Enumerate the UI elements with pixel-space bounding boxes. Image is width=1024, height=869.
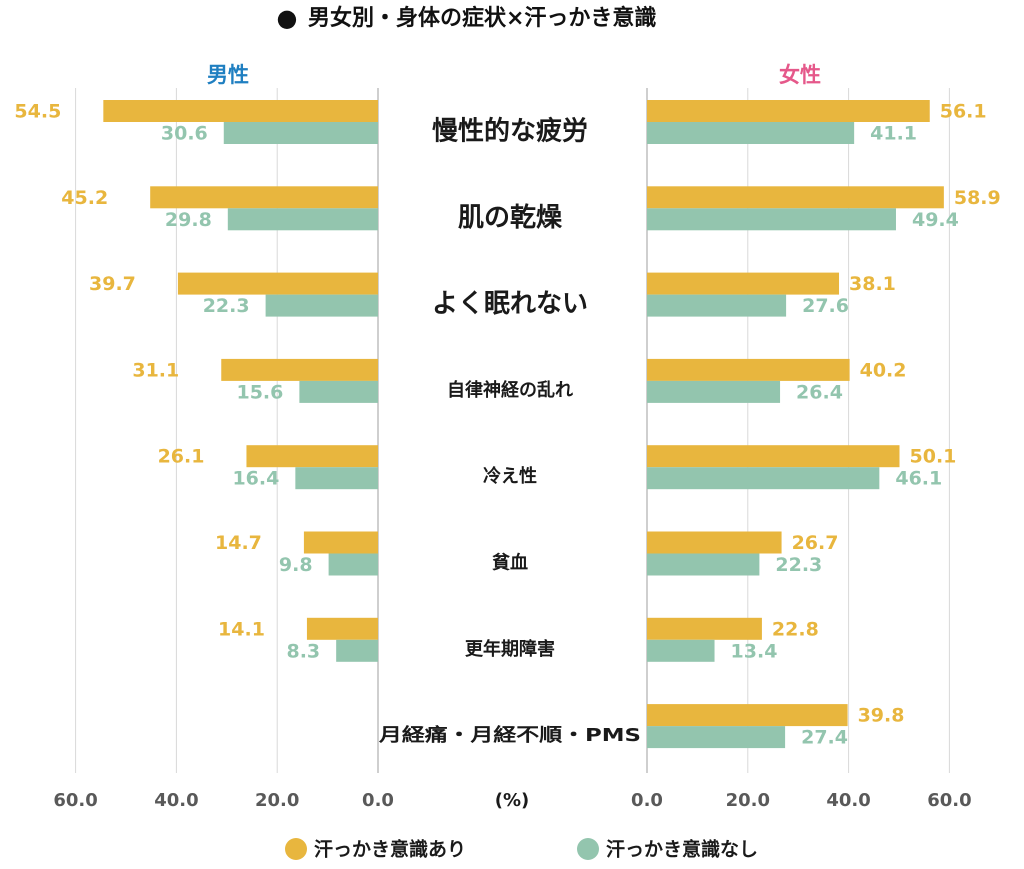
legend-swatch: [577, 838, 599, 860]
male-bar-not-aware: [227, 208, 378, 231]
male-bar-aware: [177, 272, 378, 295]
female-value-label: 27.4: [801, 727, 848, 749]
category-label: 貧血: [492, 552, 528, 574]
male-value-label: 30.6: [161, 123, 208, 145]
female-bar-not-aware: [647, 122, 855, 144]
male-tick-label: 0.0: [362, 790, 394, 811]
male-value-label: 45.2: [61, 187, 108, 209]
category-label: 月経痛・月経不順・PMS: [378, 724, 641, 746]
female-bar-not-aware: [647, 380, 781, 403]
male-bar-aware: [246, 445, 378, 468]
female-bar-aware: [647, 100, 930, 122]
female-bar-aware: [647, 704, 848, 727]
unit-label: (%): [495, 790, 530, 811]
male-value-label: 26.1: [158, 446, 205, 468]
category-label: 冷え性: [483, 465, 537, 487]
female-value-label: 50.1: [910, 446, 957, 468]
female-value-label: 40.2: [860, 359, 907, 381]
female-value-label: 49.4: [912, 209, 959, 231]
legend-entry-label: 汗っかき意識なし: [606, 838, 758, 861]
male-value-label: 16.4: [232, 468, 279, 490]
female-bar-not-aware: [647, 208, 896, 231]
female-panel-label: 女性: [779, 63, 821, 87]
female-bar-not-aware: [647, 639, 715, 662]
female-bar-not-aware: [647, 294, 787, 317]
chart-title-marker: ●: [277, 4, 298, 32]
female-value-label: 22.8: [772, 618, 819, 640]
male-panel-label: 男性: [207, 63, 249, 87]
male-bar-aware: [103, 100, 378, 122]
category-label: 慢性的な疲労: [432, 116, 588, 147]
female-bar-not-aware: [647, 553, 760, 576]
male-value-label: 22.3: [203, 295, 250, 317]
male-bar-not-aware: [336, 639, 378, 662]
category-label: 自律神経の乱れ: [447, 379, 573, 401]
female-value-label: 26.4: [796, 381, 843, 403]
male-bar-aware: [303, 531, 378, 554]
male-bar-not-aware: [265, 294, 378, 317]
female-tick-label: 60.0: [927, 790, 971, 811]
female-value-label: 58.9: [954, 187, 1001, 209]
female-bar-aware: [647, 445, 900, 468]
male-bar-not-aware: [299, 380, 378, 403]
female-bar-aware: [647, 186, 944, 209]
female-bar-not-aware: [647, 726, 786, 749]
female-bar-aware: [647, 617, 762, 640]
chart-title: 男女別・身体の症状×汗っかき意識: [308, 5, 656, 31]
male-value-label: 31.1: [132, 359, 179, 381]
female-value-label: 26.7: [792, 532, 839, 554]
female-bar-not-aware: [647, 467, 880, 490]
male-bar-aware: [150, 186, 378, 209]
male-tick-label: 60.0: [53, 790, 97, 811]
category-label: 肌の乾燥: [458, 203, 563, 233]
male-bar-aware: [306, 617, 378, 640]
male-bar-not-aware: [328, 553, 378, 576]
male-value-label: 15.6: [236, 381, 283, 403]
male-tick-label: 20.0: [255, 790, 299, 811]
female-value-label: 39.8: [858, 705, 905, 727]
female-value-label: 56.1: [940, 101, 987, 123]
legend-swatch: [285, 838, 307, 860]
female-value-label: 27.6: [802, 295, 849, 317]
text-layer: ● 男女別・身体の症状×汗っかき意識 (%) 60.0 40.0 20.0 0.0 男性…: [14, 4, 1000, 861]
female-bar-aware: [647, 531, 782, 554]
male-bar-not-aware: [295, 467, 378, 490]
female-tick-label: 40.0: [826, 790, 870, 811]
female-value-label: 38.1: [849, 273, 896, 295]
male-value-label: 14.1: [218, 618, 265, 640]
female-tick-label: 0.0: [631, 790, 663, 811]
female-bar-aware: [647, 358, 850, 381]
female-value-label: 13.4: [731, 640, 778, 662]
female-tick-label: 20.0: [726, 790, 770, 811]
male-value-label: 54.5: [14, 101, 61, 123]
category-label: よく眠れない: [432, 289, 588, 319]
legend-entry-label: 汗っかき意識あり: [314, 838, 466, 861]
bar-layer: [103, 100, 944, 749]
male-value-label: 8.3: [286, 640, 320, 662]
male-tick-label: 40.0: [154, 790, 198, 811]
category-label: 更年期障害: [465, 638, 555, 660]
male-value-label: 9.8: [279, 554, 313, 576]
male-value-label: 39.7: [89, 273, 136, 295]
male-value-label: 29.8: [165, 209, 212, 231]
female-value-label: 41.1: [870, 123, 917, 145]
female-value-label: 22.3: [775, 554, 822, 576]
female-value-label: 46.1: [895, 468, 942, 490]
male-value-label: 14.7: [215, 532, 262, 554]
male-bar-aware: [221, 358, 378, 381]
female-bar-aware: [647, 272, 840, 295]
male-bar-not-aware: [223, 122, 378, 144]
